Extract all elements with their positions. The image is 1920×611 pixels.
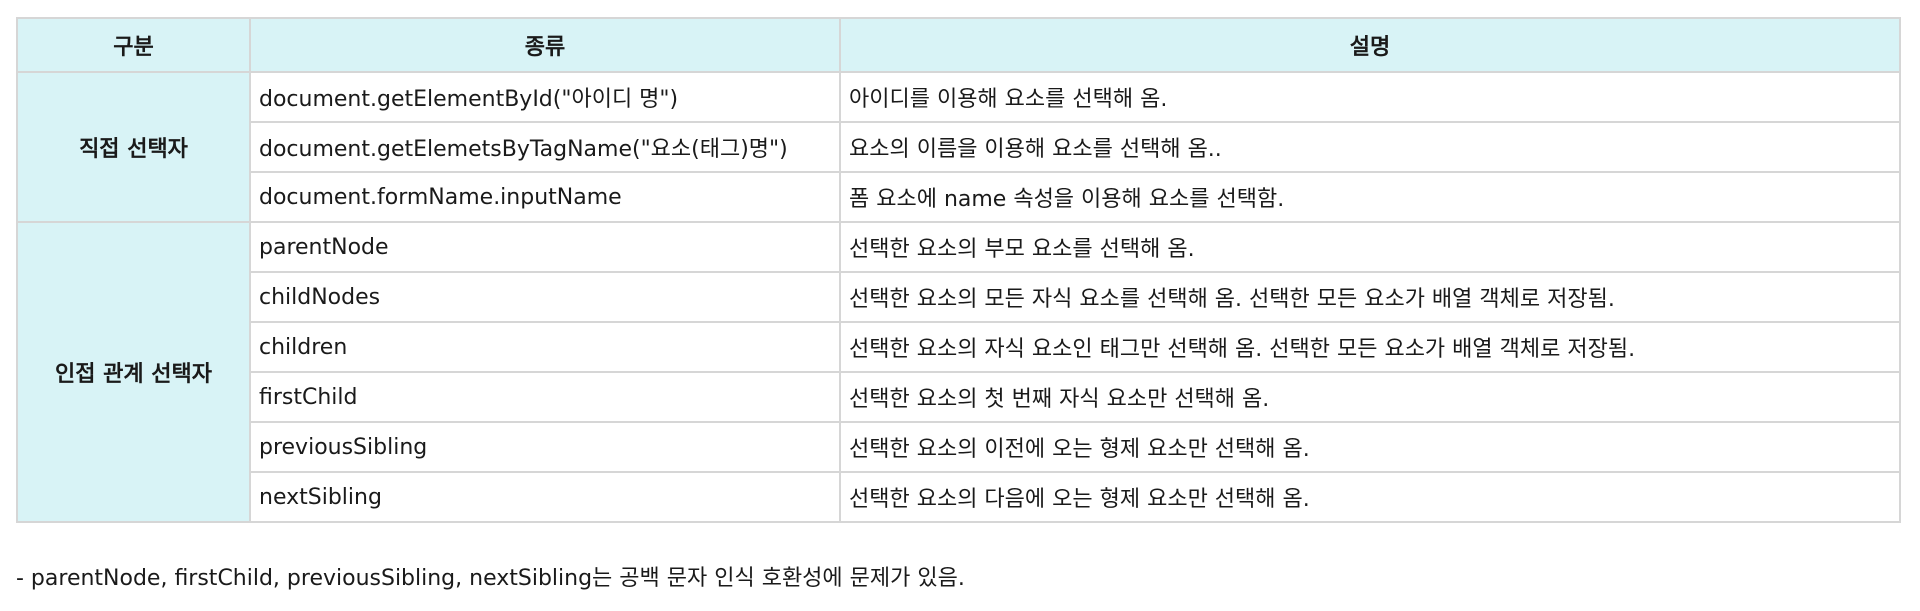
- table-row: nextSibling 선택한 요소의 다음에 오는 형제 요소만 선택해 옴.: [17, 471, 1901, 523]
- table-row: 직접 선택자 document.getElementById("아이디 명") …: [16, 71, 1901, 223]
- selector-table-container: 구분 종류 설명 직접 선택자 document.getElementById(…: [16, 17, 1901, 523]
- row-description: 선택한 요소의 모든 자식 요소를 선택해 옴. 선택한 모든 요소가 배열 객…: [839, 271, 1901, 323]
- table-row: childNodes 선택한 요소의 모든 자식 요소를 선택해 옴. 선택한 …: [17, 271, 1901, 323]
- selector-table: 구분 종류 설명 직접 선택자 document.getElementById(…: [16, 17, 1901, 523]
- row-description: 선택한 요소의 다음에 오는 형제 요소만 선택해 옴.: [839, 471, 1901, 523]
- row-kind: document.getElementById("아이디 명"): [249, 71, 841, 123]
- table-row: firstChild 선택한 요소의 첫 번째 자식 요소만 선택해 옴.: [17, 371, 1901, 423]
- row-kind: childNodes: [249, 271, 841, 323]
- row-description: 요소의 이름을 이용해 요소를 선택해 옴..: [839, 121, 1901, 173]
- row-kind: document.getElemetsByTagName("요소(태그)명"): [249, 121, 841, 173]
- row-kind: firstChild: [249, 371, 841, 423]
- table-header-row: 구분 종류 설명: [16, 17, 1901, 73]
- row-kind: children: [249, 321, 841, 373]
- table-row: document.formName.inputName 폼 요소에 name 속…: [17, 171, 1901, 223]
- group-label-adjacent-selector: 인접 관계 선택자: [16, 221, 251, 523]
- row-description: 아이디를 이용해 요소를 선택해 옴.: [839, 71, 1901, 123]
- group-label-direct-selector: 직접 선택자: [16, 71, 251, 223]
- row-description: 선택한 요소의 부모 요소를 선택해 옴.: [839, 221, 1901, 273]
- table-row: document.getElemetsByTagName("요소(태그)명") …: [17, 121, 1901, 173]
- row-kind: previousSibling: [249, 421, 841, 473]
- row-kind: parentNode: [249, 221, 841, 273]
- header-category: 구분: [16, 17, 251, 73]
- row-description: 폼 요소에 name 속성을 이용해 요소를 선택함.: [839, 171, 1901, 223]
- row-description: 선택한 요소의 첫 번째 자식 요소만 선택해 옴.: [839, 371, 1901, 423]
- table-row: 인접 관계 선택자 parentNode 선택한 요소의 부모 요소를 선택해 …: [16, 221, 1901, 523]
- row-description: 선택한 요소의 자식 요소인 태그만 선택해 옴. 선택한 모든 요소가 배열 …: [839, 321, 1901, 373]
- footnote: - parentNode, firstChild, previousSiblin…: [16, 566, 965, 591]
- row-kind: nextSibling: [249, 471, 841, 523]
- row-kind: document.formName.inputName: [249, 171, 841, 223]
- header-kind: 종류: [249, 17, 841, 73]
- row-description: 선택한 요소의 이전에 오는 형제 요소만 선택해 옴.: [839, 421, 1901, 473]
- table-row: children 선택한 요소의 자식 요소인 태그만 선택해 옴. 선택한 모…: [17, 321, 1901, 373]
- table-row: previousSibling 선택한 요소의 이전에 오는 형제 요소만 선택…: [17, 421, 1901, 473]
- header-description: 설명: [839, 17, 1901, 73]
